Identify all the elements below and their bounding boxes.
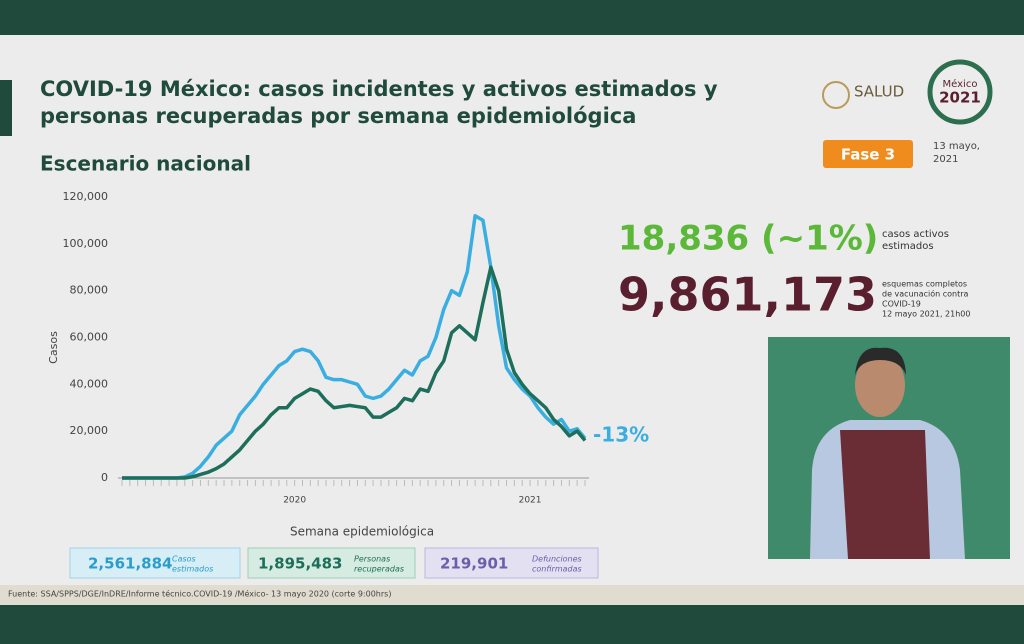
vaccines-desc: 12 mayo 2021, 21h00 [882, 310, 970, 319]
line [122, 213, 587, 480]
logo-icon [822, 81, 850, 109]
y-tick-label: 120,000 [63, 190, 109, 203]
box-value: 2,561,884 [88, 555, 172, 573]
subtitle: Escenario nacional [40, 152, 251, 176]
x-tick-label: 2021 [519, 496, 542, 506]
y-tick-label: 100,000 [63, 237, 109, 250]
logo2-ring [927, 59, 993, 125]
box [247, 547, 416, 579]
active-desc: estimados [882, 241, 934, 252]
y-tick-label: 60,000 [70, 331, 109, 344]
vaccines-desc: esquemas completos [882, 280, 967, 289]
vaccines-desc: COVID-19 [882, 300, 921, 309]
box-label: confirmadas [532, 565, 582, 574]
y-tick-label: 40,000 [70, 377, 109, 390]
x-tick-label: 2020 [283, 496, 306, 506]
logo: SALUD [854, 83, 904, 101]
footer: Fuente: SSA/SPPS/DGE/InDRE/Informe técni… [8, 589, 391, 599]
accent [0, 80, 12, 136]
video [768, 337, 1010, 559]
title: personas recuperadas por semana epidemio… [40, 104, 636, 128]
line [122, 265, 587, 480]
box-label: Personas [354, 555, 390, 564]
y-tick-label: 80,000 [70, 284, 109, 297]
box-value: 1,895,483 [258, 555, 342, 573]
date: 2021 [933, 154, 958, 165]
chart: 0 20,000 40,000 60,000 80,000 100,000 120,000 2… [47, 190, 649, 539]
vaccines: 9,861,173 [618, 268, 877, 322]
y-tick-label: 0 [101, 471, 108, 484]
footer-bar [0, 585, 1024, 605]
box [424, 547, 599, 579]
box-label: recuperadas [354, 565, 404, 574]
phase-badge [823, 140, 913, 168]
vaccines-desc: de vacunación contra [882, 289, 969, 299]
active-desc: casos activos [882, 229, 949, 240]
annotation: -13% [593, 423, 649, 447]
x-label: Semana epidemiológica [290, 525, 434, 539]
box-label: estimados [172, 565, 213, 574]
box-value: 219,901 [440, 555, 508, 573]
box-label: Casos [172, 555, 196, 564]
logo2: 2021 [939, 89, 981, 107]
logo2: México [943, 78, 978, 90]
date: 13 mayo, [933, 141, 980, 152]
box [69, 547, 241, 579]
active-cases: 18,836 (~1%) [618, 219, 878, 259]
title: COVID-19 México: casos incidentes y acti… [40, 77, 718, 101]
y-label: Casos [47, 331, 60, 364]
phase: Fase 3 [841, 146, 895, 164]
box-label: Defunciones [532, 555, 582, 564]
y-tick-label: 20,000 [70, 424, 109, 437]
